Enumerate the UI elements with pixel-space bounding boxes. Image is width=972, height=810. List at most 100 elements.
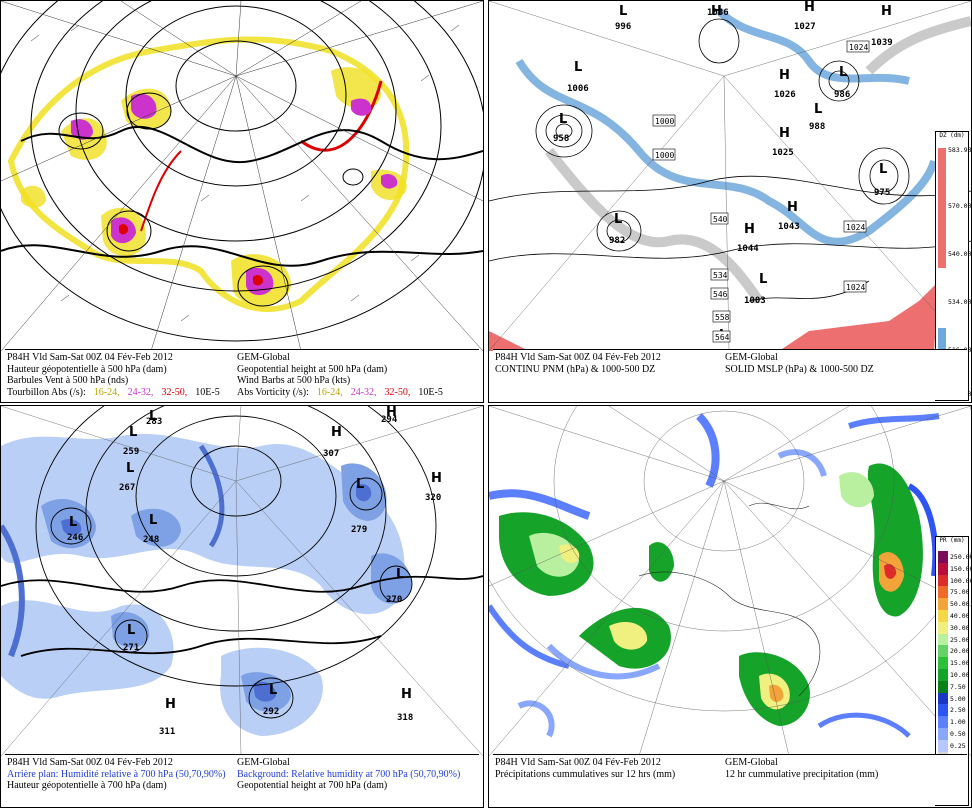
thickness-cold-band: [515, 8, 938, 246]
model-label: GEM-Global: [725, 352, 778, 363]
legend-swatch: [938, 657, 948, 669]
vorticity-bin: 10E-5: [195, 386, 220, 398]
low-symbol: L: [269, 683, 277, 698]
caption-line: Précipitations cummulatives sur 12 hrs (…: [495, 768, 676, 780]
legend-swatch: [938, 727, 948, 740]
map-mslp-thickness: H 1036 H 1027 H 1039 H 1026 H 1025 H 104…: [489, 1, 971, 351]
low-symbol: L: [129, 425, 137, 440]
coastlines: [638, 502, 821, 697]
thickness-gray-band: [545, 16, 971, 304]
contour-label: 540: [713, 215, 728, 224]
center-value: 318: [397, 713, 413, 723]
contour-label: 534: [713, 271, 728, 280]
caption-line: Background: Relative humidity at 700 hPa…: [237, 768, 461, 780]
low-symbol: L: [574, 60, 582, 75]
high-value: 1039: [871, 38, 893, 48]
center-value: 294: [381, 415, 398, 425]
panel-700hpa-rh: L 283 L 259 H 307 H 294 H 320 L 267 L 24…: [0, 405, 484, 808]
run-label: P84H Vld Sam-Sat 00Z 04 Fév-Feb 2012: [495, 757, 661, 768]
legend-tick: 30.00: [950, 623, 970, 632]
legend-swatch: [938, 680, 948, 693]
panel-precip-12h: PR (mm) 250.00 150.00 100.00 75.00 50.00 40.0…: [488, 405, 972, 808]
legend-row: 7.50: [936, 680, 968, 693]
high-symbol: H: [787, 200, 798, 215]
caption-line: Hauteur géopotentielle à 500 hPa (dam): [7, 363, 167, 375]
high-symbol: H: [386, 406, 397, 420]
legend-tick: 540.00: [948, 250, 972, 258]
low-symbol: L: [127, 623, 135, 638]
legend-tick: 75.00: [950, 588, 970, 597]
caption-line: Geopotential height at 700 hPa (dam): [237, 780, 388, 791]
legend-swatch: [938, 586, 948, 599]
high-symbol: H: [881, 4, 892, 19]
high-symbol: H: [165, 697, 176, 712]
legend-swatch: [938, 645, 948, 658]
low-value: 975: [874, 188, 890, 198]
legend-tick: 0.25: [950, 741, 966, 750]
low-value: 986: [834, 90, 850, 100]
vorticity-bin: 24-32,: [127, 386, 154, 398]
contour-label: 564: [715, 333, 730, 342]
legend-swatch: [938, 633, 948, 646]
low-symbol: L: [879, 162, 887, 177]
run-label: P84H Vld Sam-Sat 00Z 04 Fév-Feb 2012: [495, 352, 661, 363]
low-symbol: L: [149, 409, 157, 424]
caption-right: GEM-Global SOLID MSLP (hPa) & 1000-500 D…: [725, 352, 965, 375]
high-value: 1026: [774, 90, 796, 100]
center-value: 307: [323, 449, 339, 459]
center-value: 267: [119, 483, 135, 493]
low-value: 958: [553, 134, 569, 144]
vorticity-bin: 32-50,: [384, 386, 411, 398]
legend-tick: 534.00: [948, 298, 972, 306]
high-symbol: H: [744, 222, 755, 237]
map-precip-12h: [489, 406, 971, 756]
precip-shading: [489, 413, 940, 738]
height-contours-700: [1, 406, 483, 719]
legend-row: 150.00: [936, 562, 971, 575]
legend-row: 2.50: [936, 704, 968, 717]
legend-tick: 150.00: [950, 564, 972, 573]
vorticity-bin: 10E-5: [418, 386, 443, 398]
caption-right: GEM-Global Geopotential height at 500 hP…: [237, 352, 477, 398]
legend-swatch: [938, 562, 948, 575]
caption-line: 12 hr cummulative precipitation (mm): [725, 768, 879, 780]
legend-rows: 250.00 150.00 100.00 75.00 50.00 40.00 30.00 25…: [936, 551, 971, 764]
caption-700hpa: P84H Vld Sam-Sat 00Z 04 Fév-Feb 2012 Arr…: [5, 754, 479, 805]
legend-tick: 7.50: [950, 682, 966, 691]
legend-row: 40.00: [936, 609, 970, 622]
high-symbol: H: [331, 425, 342, 440]
height-centers: L 283 L 259 H 307 H 294 H 320 L 267 L 24…: [67, 406, 442, 737]
high-value: 1036: [707, 8, 729, 18]
legend-tick: 25.00: [950, 635, 970, 644]
legend-row: 25.00: [936, 633, 970, 646]
center-value: 320: [425, 493, 441, 503]
lat-lon-grid: [1, 1, 483, 351]
center-value: 283: [146, 417, 162, 427]
legend-title: DZ (dm): [939, 132, 965, 139]
low-symbol: L: [69, 515, 77, 530]
contour-label: 558: [715, 313, 730, 322]
legend-swatch: [938, 704, 948, 717]
legend-swatch: [938, 574, 948, 587]
caption-left: P84H Vld Sam-Sat 00Z 04 Fév-Feb 2012 Hau…: [7, 352, 237, 398]
legend-row: 10.00: [936, 668, 970, 681]
legend-row: 100.00: [936, 574, 971, 587]
legend-tick: 583.93: [948, 146, 972, 154]
low-value: 988: [809, 122, 825, 132]
isobars: [489, 18, 971, 302]
low-value: 1006: [567, 84, 589, 94]
legend-tick: 40.00: [950, 611, 970, 620]
vorticity-bin: 32-50,: [161, 386, 188, 398]
contour-label: 1024: [849, 43, 868, 52]
legend-tick: 10.00: [950, 670, 970, 679]
center-value: 259: [123, 447, 139, 457]
wind-barbs: [30, 24, 460, 322]
legend-tick: 5.00: [950, 694, 966, 703]
caption-line: CONTINU PNM (hPa) & 1000-500 DZ: [495, 363, 656, 375]
legend-row: 250.00: [936, 551, 971, 563]
panel-500hpa-vorticity: P84H Vld Sam-Sat 00Z 04 Fév-Feb 2012 Hau…: [0, 0, 484, 403]
caption-line: SOLID MSLP (hPa) & 1000-500 DZ: [725, 363, 874, 375]
legend-row: 0.25: [936, 739, 968, 752]
low-symbol: L: [814, 102, 822, 117]
legend-tick: 20.00: [950, 647, 970, 656]
